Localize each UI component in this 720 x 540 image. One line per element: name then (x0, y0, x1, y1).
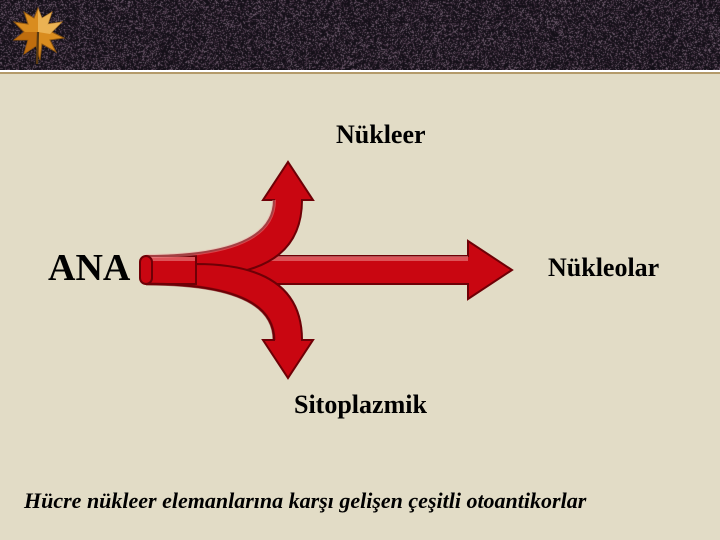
divider-line (0, 72, 720, 74)
footer-caption: Hücre nükleer elemanlarına karşı gelişen… (24, 488, 586, 514)
label-ana: ANA (48, 246, 130, 290)
label-nukleolar: Nükleolar (548, 253, 659, 283)
label-nukleer: Nükleer (336, 120, 426, 150)
slide: Nükleer ANA Nükleolar Sitoplazmik Hücre … (0, 0, 720, 540)
arrow-group (140, 162, 512, 378)
label-sitoplazmik: Sitoplazmik (294, 390, 427, 420)
maple-leaf-icon (6, 2, 70, 66)
